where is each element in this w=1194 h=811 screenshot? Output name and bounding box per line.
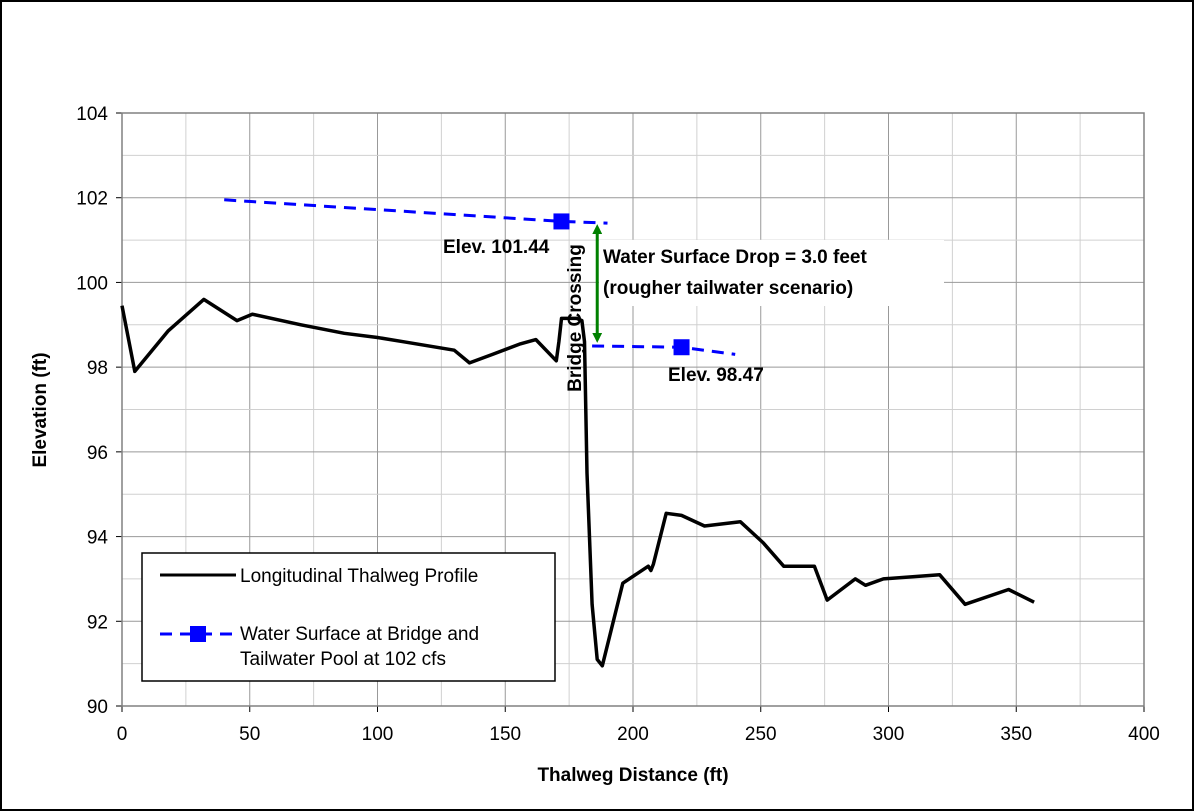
y-tick-label: 96 — [87, 443, 108, 464]
elev-lower-label: Elev. 98.47 — [668, 365, 764, 386]
y-tick-label: 94 — [87, 528, 109, 549]
legend: Longitudinal Thalweg Profile Water Surfa… — [141, 552, 556, 682]
x-tick-label: 350 — [1000, 724, 1032, 745]
y-tick-labels: 90 92 94 96 98 100 102 104 — [76, 104, 108, 718]
bridge-crossing-label: Bridge Crossing — [565, 244, 586, 392]
water-surface-marker — [553, 213, 570, 230]
legend-label-water-line1: Water Surface at Bridge and — [240, 624, 479, 645]
legend-label-water-line2: Tailwater Pool at 102 cfs — [240, 649, 446, 670]
y-tick-label: 90 — [87, 697, 108, 718]
x-tick-label: 0 — [117, 724, 128, 745]
y-axis-title: Elevation (ft) — [30, 352, 51, 467]
plot-border — [121, 112, 1145, 707]
x-tick-label: 200 — [617, 724, 649, 745]
series-layer — [120, 198, 1035, 668]
legend-label-thalweg: Longitudinal Thalweg Profile — [240, 566, 478, 587]
drop-label-line1: Water Surface Drop = 3.0 feet — [603, 247, 867, 268]
tick-marks — [116, 112, 1145, 712]
x-tick-label: 150 — [489, 724, 521, 745]
x-tick-label: 400 — [1128, 724, 1160, 745]
x-tick-label: 250 — [745, 724, 777, 745]
x-tick-label: 100 — [362, 724, 394, 745]
x-tick-label: 300 — [873, 724, 905, 745]
x-tick-label: 50 — [239, 724, 260, 745]
y-tick-label: 100 — [76, 273, 108, 294]
legend-marker-water — [190, 626, 206, 642]
x-tick-labels: 0 50 100 150 200 250 300 350 400 — [117, 724, 1160, 745]
y-tick-label: 104 — [76, 104, 108, 125]
elev-upper-label: Elev. 101.44 — [443, 237, 550, 258]
series-water-surface-segment — [224, 198, 608, 225]
x-axis-title: Thalweg Distance (ft) — [537, 765, 728, 786]
y-tick-label: 92 — [87, 612, 108, 633]
y-tick-label: 102 — [76, 189, 108, 210]
drop-label-line2: (rougher tailwater scenario) — [603, 278, 853, 299]
y-tick-label: 98 — [87, 358, 108, 379]
series-thalweg-line — [120, 297, 1035, 668]
water-surface-marker — [673, 339, 690, 356]
drop-annotation-box — [599, 240, 944, 306]
